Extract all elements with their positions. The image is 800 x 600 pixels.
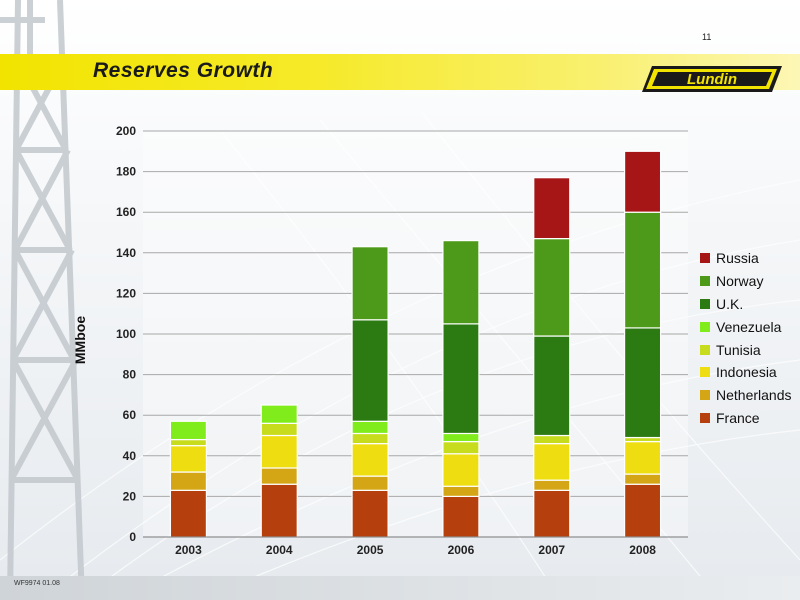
legend-item-norway: Norway — [700, 270, 792, 293]
y-tick-label: 160 — [116, 205, 136, 219]
y-tick-label: 60 — [123, 408, 137, 422]
y-tick-label: 40 — [123, 449, 137, 463]
legend-swatch — [700, 253, 710, 264]
legend-label: France — [716, 409, 760, 426]
bar-segment-indonesia-2008 — [623, 440, 662, 475]
bar-segment-france-2008 — [623, 483, 662, 538]
bar-segment-uk-2006 — [442, 323, 480, 435]
lundin-logo: Lundin — [642, 66, 782, 92]
bar-segment-netherlands-2005 — [351, 475, 389, 491]
bar-segment-venezuela-2003 — [169, 420, 208, 441]
bar-segment-venezuela-2006 — [442, 432, 480, 443]
bar-segment-netherlands-2004 — [260, 467, 298, 485]
y-tick-label: 140 — [116, 246, 136, 260]
bar-segment-tunisia-2004 — [260, 422, 298, 437]
legend-swatch — [700, 344, 710, 355]
y-tick-label: 0 — [129, 530, 136, 544]
bar-segment-indonesia-2005 — [351, 443, 389, 477]
legend-label: Indonesia — [716, 364, 777, 381]
legend-label: Venezuela — [716, 318, 782, 335]
legend-item-uk: U.K. — [700, 293, 792, 316]
footer-band — [0, 576, 800, 600]
bar-segment-france-2004 — [260, 483, 298, 538]
bar-segment-russia-2008 — [623, 150, 662, 213]
bar-segment-russia-2007 — [533, 177, 571, 240]
bar-segment-indonesia-2006 — [442, 453, 480, 487]
legend-label: Norway — [716, 273, 764, 290]
bar-segment-tunisia-2006 — [442, 440, 480, 455]
bar-segment-norway-2007 — [533, 237, 571, 337]
y-tick-label: 200 — [116, 124, 136, 138]
y-tick-label: 120 — [116, 286, 136, 300]
bar-segment-venezuela-2005 — [351, 420, 389, 435]
bar-segment-france-2003 — [169, 489, 208, 538]
y-tick-label: 20 — [123, 489, 137, 503]
bar-segment-tunisia-2008 — [623, 436, 662, 443]
bar-segment-uk-2008 — [623, 327, 662, 439]
y-tick-label: 80 — [123, 368, 137, 382]
page-number: 11 — [702, 32, 712, 42]
bar-segment-uk-2007 — [533, 335, 571, 437]
x-tick-label: 2008 — [629, 543, 656, 557]
bar-segment-norway-2005 — [351, 246, 389, 321]
x-tick-label: 2006 — [448, 543, 475, 557]
chart-legend: Russia Norway U.K. Venezuela Tunisia Indonesi… — [700, 247, 792, 429]
bar-segment-netherlands-2007 — [533, 479, 571, 491]
y-tick-label: 100 — [116, 327, 136, 341]
bar-segment-indonesia-2004 — [260, 434, 298, 469]
legend-item-indonesia: Indonesia — [700, 361, 792, 384]
y-axis-label: MMboe — [72, 315, 88, 365]
legend-swatch — [700, 390, 710, 401]
legend-label: Tunisia — [716, 341, 761, 358]
legend-swatch — [700, 321, 710, 332]
legend-swatch — [700, 367, 710, 378]
legend-item-france: France — [700, 407, 792, 430]
bar-segment-uk-2005 — [351, 319, 389, 422]
bar-segment-netherlands-2008 — [623, 473, 662, 485]
legend-swatch — [700, 276, 710, 287]
footer-code: WF9974 01.08 — [14, 580, 60, 587]
bar-segment-france-2007 — [533, 489, 571, 538]
x-tick-label: 2007 — [538, 543, 565, 557]
legend-item-tunisia: Tunisia — [700, 338, 792, 361]
bar-segment-indonesia-2003 — [169, 445, 208, 473]
bar-segment-netherlands-2003 — [169, 471, 208, 491]
legend-label: Netherlands — [716, 387, 792, 404]
legend-item-netherlands: Netherlands — [700, 384, 792, 407]
bar-segment-tunisia-2003 — [169, 438, 208, 447]
logo-text: Lundin — [687, 71, 737, 88]
legend-swatch — [700, 298, 710, 309]
legend-item-venezuela: Venezuela — [700, 315, 792, 338]
bar-segment-indonesia-2007 — [533, 443, 571, 481]
bar-segment-france-2006 — [442, 495, 480, 538]
bar-segment-norway-2008 — [623, 211, 662, 329]
slide-title: Reserves Growth — [93, 59, 274, 82]
bar-segment-venezuela-2004 — [260, 404, 298, 424]
bar-segment-norway-2006 — [442, 240, 480, 325]
legend-item-russia: Russia — [700, 247, 792, 270]
legend-label: Russia — [716, 250, 759, 267]
x-tick-label: 2003 — [175, 543, 202, 557]
legend-label: U.K. — [716, 295, 744, 312]
bar-segment-tunisia-2007 — [533, 434, 571, 445]
y-tick-label: 180 — [116, 165, 136, 179]
bar-segment-france-2005 — [351, 489, 389, 538]
legend-swatch — [700, 412, 710, 423]
bar-segment-tunisia-2005 — [351, 432, 389, 445]
x-tick-label: 2004 — [266, 543, 293, 557]
bar-segment-netherlands-2006 — [442, 485, 480, 497]
x-tick-label: 2005 — [357, 543, 384, 557]
